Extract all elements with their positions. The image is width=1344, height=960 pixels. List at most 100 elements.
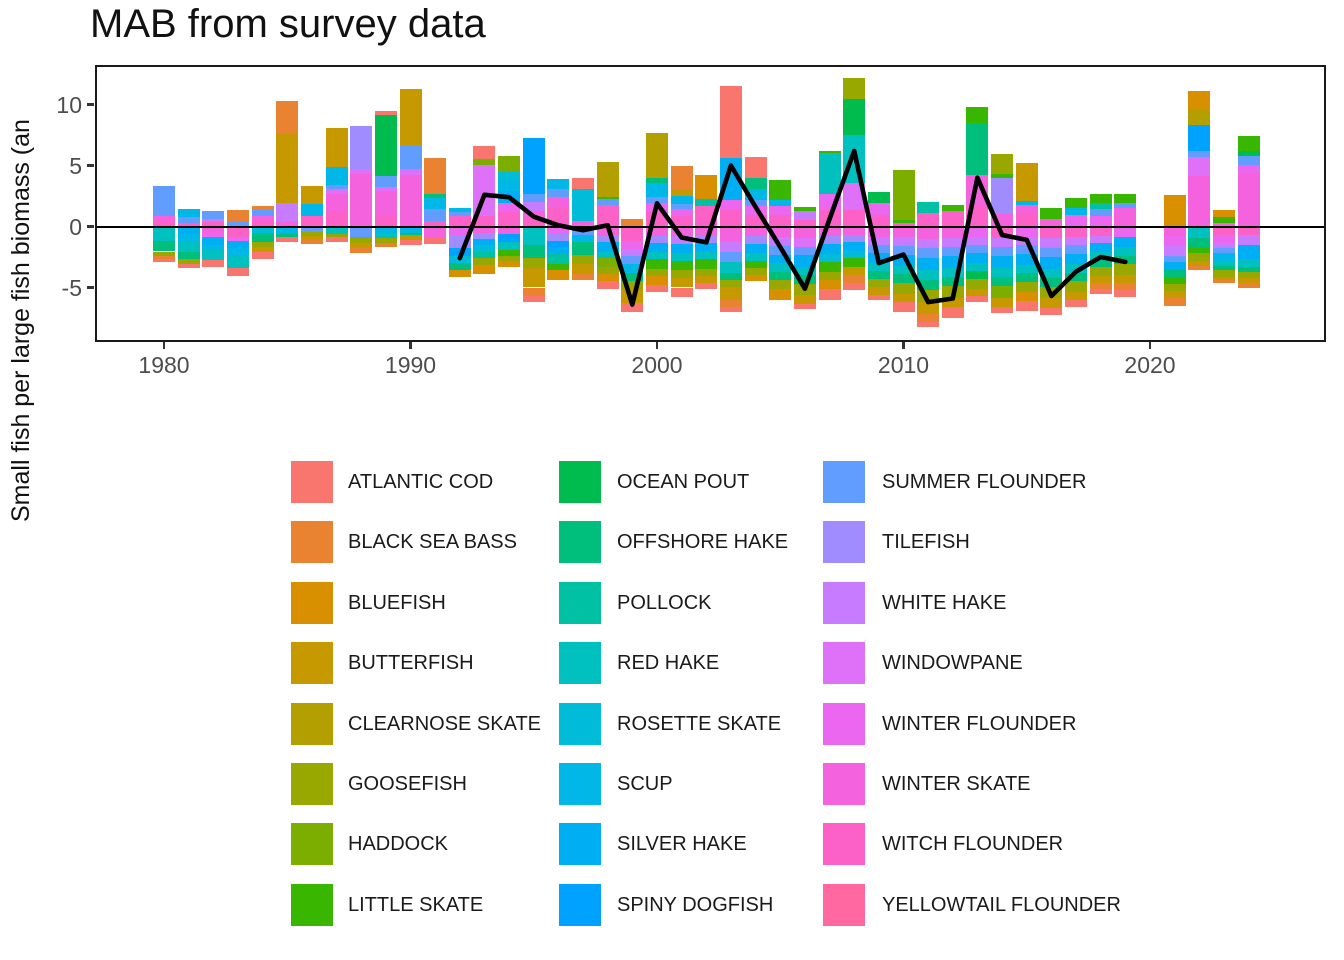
bar-segment-1994-winter-skate xyxy=(498,226,521,234)
legend-swatch-little-skate xyxy=(291,883,333,926)
bar-segment-1993-rosette-skate xyxy=(473,245,496,252)
bar-segment-1994-goosefish xyxy=(498,255,521,262)
bar-segment-2000-winter-skate xyxy=(646,226,668,236)
legend-label-spiny-dogfish: SPINY DOGFISH xyxy=(617,893,774,916)
bar-segment-2005-witch-flounder xyxy=(769,214,792,227)
bar-segment-2013-goosefish xyxy=(966,278,989,289)
bar-segment-2002-bluefish xyxy=(695,175,718,200)
bar-segment-1987-scup xyxy=(325,167,348,186)
bar-segment-2011-white-hake xyxy=(917,238,940,249)
bar-segment-1987-atlantic-cod xyxy=(325,236,348,242)
bar-segment-2018-white-hake xyxy=(1089,235,1112,243)
bar-segment-2017-winter-flounder xyxy=(1065,214,1088,227)
bar-segment-2024-offshore-hake xyxy=(1237,267,1260,273)
bar-segment-1992-summer-flounder xyxy=(448,211,471,216)
bar-segment-1996-tilefish xyxy=(547,233,570,241)
bar-segment-2017-red-hake xyxy=(1065,264,1088,273)
bar-segment-2008-winter-skate xyxy=(843,226,866,236)
legend-swatch-rosette-skate xyxy=(559,702,601,745)
bar-segment-2023-butterfish xyxy=(1212,276,1235,281)
bar-segment-1991-summer-flounder xyxy=(424,208,447,221)
bar-segment-2023-offshore-hake xyxy=(1212,265,1235,271)
bar-segment-2008-silver-hake xyxy=(843,242,866,251)
bar-segment-2003-witch-flounder xyxy=(719,210,742,227)
bar-segment-1990-summer-flounder xyxy=(399,144,422,170)
bar-segment-2007-little-skate xyxy=(818,261,841,272)
bar-segment-1989-windowpane xyxy=(374,186,397,191)
bar-segment-1997-offshore-hake xyxy=(572,241,595,255)
y-tick-mark-5 xyxy=(87,164,94,167)
bar-segment-2021-offshore-hake xyxy=(1163,268,1186,279)
bar-segment-2001-scup xyxy=(670,196,693,204)
y-tick-label-5: 5 xyxy=(69,152,82,179)
bar-segment-1984-goosefish xyxy=(251,241,274,247)
bar-segment-2006-windowpane xyxy=(793,238,816,247)
bar-segment-2016-little-skate xyxy=(1040,207,1063,220)
bar-segment-2001-summer-flounder xyxy=(670,203,693,209)
legend-swatch-tilefish xyxy=(823,521,865,564)
bar-segment-2019-butterfish xyxy=(1114,274,1137,284)
bar-segment-1980-summer-flounder xyxy=(153,186,175,217)
bar-segment-1981-goosefish xyxy=(177,259,200,264)
bar-segment-2008-atlantic-cod xyxy=(843,282,866,290)
bar-segment-1983-black-sea-bass xyxy=(226,210,249,222)
bar-segment-1996-silver-hake xyxy=(547,247,570,254)
bar-segment-1993-pollock xyxy=(473,251,496,258)
bar-segment-1993-witch-flounder xyxy=(473,215,496,227)
bar-segment-2003-atlantic-cod xyxy=(719,307,742,312)
bar-segment-1997-scup xyxy=(572,235,595,242)
bar-segment-2016-butterfish xyxy=(1040,298,1063,309)
bar-segment-2016-atlantic-cod xyxy=(1040,308,1063,315)
bar-segment-1987-summer-flounder xyxy=(325,185,348,190)
bar-segment-1994-witch-flounder xyxy=(498,211,521,227)
bar-segment-2005-scup xyxy=(769,199,792,207)
legend-swatch-pollock xyxy=(559,581,601,624)
bar-segment-1995-witch-flounder xyxy=(522,217,545,227)
bar-segment-2018-offshore-hake xyxy=(1089,259,1112,267)
bar-segment-2010-little-skate xyxy=(892,219,915,223)
bar-segment-1993-silver-hake xyxy=(473,238,496,246)
legend-label-witch-flounder: WITCH FLOUNDER xyxy=(882,833,1064,856)
bar-segment-2008-black-sea-bass xyxy=(843,275,866,283)
bar-segment-2021-bluefish xyxy=(1163,194,1186,227)
bar-segment-1989-goosefish xyxy=(374,238,397,243)
bar-segment-2000-silver-hake xyxy=(646,242,668,253)
bar-segment-2015-offshore-hake xyxy=(1015,273,1038,282)
bar-segment-1990-butterfish xyxy=(399,89,422,145)
bar-segment-2012-silver-hake xyxy=(941,256,964,268)
bar-segment-2013-offshore-hake xyxy=(966,122,989,176)
bar-segment-1984-butterfish xyxy=(251,246,274,252)
bar-segment-1996-winter-flounder xyxy=(547,226,570,234)
bar-segment-2015-silver-hake xyxy=(1015,253,1038,265)
bar-segment-1997-atlantic-cod xyxy=(572,178,595,190)
bar-segment-2015-atlantic-cod xyxy=(1015,300,1038,311)
bar-segment-2012-white-hake xyxy=(941,238,964,248)
bar-segment-2002-atlantic-cod xyxy=(695,283,718,290)
bar-segment-2024-white-hake xyxy=(1237,235,1260,245)
bar-segment-1999-summer-flounder xyxy=(621,255,644,265)
bar-segment-2014-goosefish xyxy=(991,153,1014,175)
bar-segment-1997-rosette-skate xyxy=(572,189,595,221)
bar-segment-2005-bluefish xyxy=(769,288,792,300)
bar-segment-2000-summer-flounder xyxy=(646,197,668,203)
bar-segment-2003-goosefish xyxy=(719,280,742,287)
bar-segment-1993-winter-skate xyxy=(473,226,496,233)
bar-segment-2006-winter-skate xyxy=(793,226,816,239)
bar-segment-1994-little-skate xyxy=(498,249,521,256)
bar-segment-1999-black-sea-bass xyxy=(621,219,644,227)
bar-segment-2009-winter-skate xyxy=(867,226,890,237)
bar-segment-2021-black-sea-bass xyxy=(1163,296,1186,307)
bar-segment-1983-winter-flounder xyxy=(226,236,249,242)
bar-segment-2024-butterfish xyxy=(1237,277,1260,284)
legend-swatch-witch-flounder xyxy=(823,823,865,866)
bar-segment-2007-atlantic-cod xyxy=(818,289,841,300)
bar-segment-1987-windowpane xyxy=(325,189,348,194)
bar-segment-2002-winter-skate xyxy=(695,226,718,236)
bar-segment-1998-goosefish xyxy=(596,267,619,275)
bar-segment-2012-butterfish xyxy=(941,297,964,307)
bar-segment-2010-white-hake xyxy=(892,237,915,246)
bar-segment-2004-goosefish xyxy=(744,267,767,276)
legend-label-scup: SCUP xyxy=(617,773,673,795)
bar-segment-2009-winter-flounder xyxy=(867,203,890,215)
bar-segment-2017-scup xyxy=(1065,207,1088,215)
